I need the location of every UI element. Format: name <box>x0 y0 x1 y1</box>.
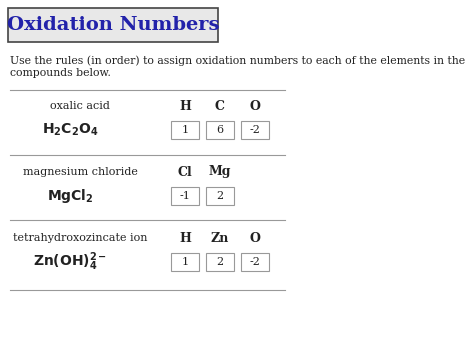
Text: magnesium chloride: magnesium chloride <box>23 167 137 177</box>
Bar <box>241 121 269 139</box>
Text: $\mathbf{Zn(OH)_4^{2-}}$: $\mathbf{Zn(OH)_4^{2-}}$ <box>33 251 107 273</box>
Bar <box>171 253 199 271</box>
Text: oxalic acid: oxalic acid <box>50 101 110 111</box>
Text: 6: 6 <box>217 125 224 135</box>
Text: compounds below.: compounds below. <box>10 68 111 78</box>
Text: Oxidation Numbers: Oxidation Numbers <box>7 16 219 34</box>
Bar <box>171 121 199 139</box>
Text: $\mathbf{H_2C_2O_4}$: $\mathbf{H_2C_2O_4}$ <box>42 122 98 138</box>
Text: tetrahydroxozincate ion: tetrahydroxozincate ion <box>13 233 147 243</box>
Bar <box>206 253 234 271</box>
Bar <box>206 121 234 139</box>
Text: Zn: Zn <box>211 231 229 245</box>
Text: -2: -2 <box>250 257 260 267</box>
Text: O: O <box>250 231 260 245</box>
Bar <box>206 187 234 205</box>
Text: Mg: Mg <box>209 166 231 178</box>
Bar <box>171 187 199 205</box>
Text: 1: 1 <box>182 257 189 267</box>
Text: C: C <box>215 99 225 112</box>
Text: H: H <box>179 231 191 245</box>
Text: O: O <box>250 99 260 112</box>
Text: 2: 2 <box>217 257 224 267</box>
Text: $\mathbf{MgCl_2}$: $\mathbf{MgCl_2}$ <box>46 187 93 205</box>
Text: Use the rules (in order) to assign oxidation numbers to each of the elements in : Use the rules (in order) to assign oxida… <box>10 55 465 66</box>
Bar <box>8 8 218 42</box>
Text: 1: 1 <box>182 125 189 135</box>
Text: Cl: Cl <box>178 166 192 178</box>
Text: -1: -1 <box>180 191 191 201</box>
Text: -2: -2 <box>250 125 260 135</box>
Text: 2: 2 <box>217 191 224 201</box>
Text: H: H <box>179 99 191 112</box>
Bar <box>241 253 269 271</box>
